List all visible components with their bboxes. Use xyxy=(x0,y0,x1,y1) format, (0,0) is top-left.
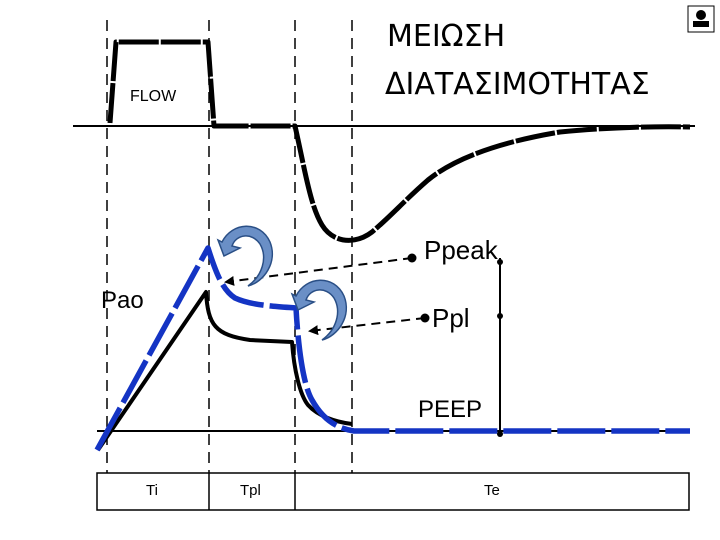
ppeak-label: Ppeak xyxy=(424,235,499,265)
scale-dot-peep xyxy=(497,431,503,437)
pressure-curve-normal xyxy=(96,290,353,452)
pressure-curve-reduced-compliance xyxy=(94,245,690,452)
flow-curve xyxy=(107,39,691,243)
title-line-1: ΜΕΙΩΣΗ xyxy=(387,19,505,54)
title-line-2: ΔΙΑΤΑΣΙΜΟΤΗΤΑΣ xyxy=(385,67,650,102)
curved-arrow-icon xyxy=(290,279,347,341)
peep-label: PEEP xyxy=(418,396,482,423)
pao-label: Pao xyxy=(101,287,144,314)
timeline-box xyxy=(96,472,690,511)
scale-dot-ppeak xyxy=(497,259,503,265)
timeline-ti: Ti xyxy=(146,482,158,499)
scale-dot-ppl xyxy=(497,313,503,319)
ppl-dot xyxy=(420,313,430,323)
ppl-label: Ppl xyxy=(432,303,470,333)
corner-logo-icon xyxy=(687,5,715,33)
flow-label: FLOW xyxy=(130,88,177,105)
ppeak-dot xyxy=(407,253,417,263)
timeline-te: Te xyxy=(484,482,500,499)
ppl-arrow xyxy=(308,317,426,336)
ppeak-arrow xyxy=(224,257,413,286)
curved-arrow-icon xyxy=(216,225,273,287)
timeline-tpl: Tpl xyxy=(240,482,261,499)
